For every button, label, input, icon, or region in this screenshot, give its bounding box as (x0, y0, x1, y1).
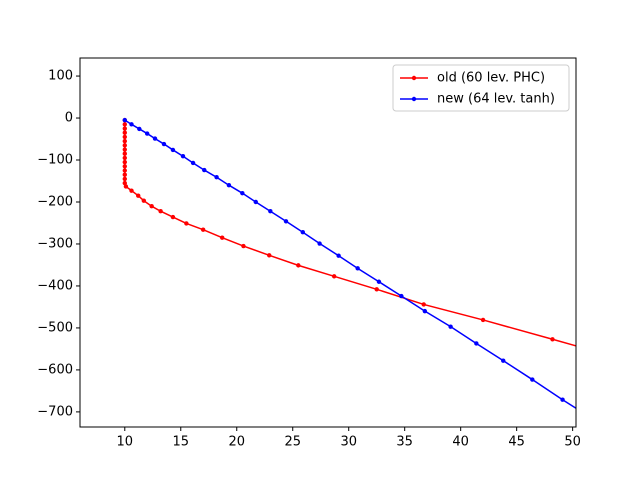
y-tick-label: −700 (37, 404, 73, 419)
point (421, 302, 426, 307)
point (268, 209, 273, 214)
point (144, 131, 150, 136)
y-tick-label: −200 (37, 194, 73, 209)
point (474, 341, 479, 346)
point (219, 235, 225, 240)
point (170, 214, 176, 220)
point (122, 164, 127, 169)
legend-label: new (64 lev. tanh) (437, 92, 555, 107)
point (226, 182, 232, 188)
point (530, 377, 535, 382)
point (152, 136, 158, 141)
point (123, 184, 129, 189)
point (122, 172, 127, 177)
x-tick-label: 45 (508, 435, 525, 450)
point (122, 151, 127, 156)
point (122, 147, 127, 152)
y-tick-label: −500 (37, 320, 73, 335)
legend-box (392, 64, 570, 112)
point (480, 317, 486, 323)
x-tick-label: 25 (284, 435, 301, 450)
point (122, 168, 127, 173)
point (550, 337, 555, 342)
line (124, 119, 576, 410)
point (180, 154, 186, 159)
point (331, 274, 337, 279)
point (296, 263, 301, 268)
point (501, 358, 506, 363)
point (190, 160, 196, 166)
legend-marker (411, 96, 417, 102)
point (149, 203, 154, 209)
point (137, 126, 142, 132)
point (593, 418, 597, 422)
point (448, 324, 453, 329)
point (267, 253, 272, 258)
point (122, 130, 127, 135)
plot-area (122, 117, 630, 422)
point (202, 167, 207, 173)
point (122, 143, 127, 148)
point (376, 279, 382, 284)
x-tick-label: 40 (452, 435, 469, 450)
point (560, 397, 565, 402)
point (422, 308, 428, 314)
y-tick-label: 100 (48, 69, 73, 84)
x-tick-label: 10 (117, 435, 134, 450)
point (626, 358, 630, 362)
point (317, 241, 322, 246)
y-tick-label: −100 (37, 153, 73, 168)
point (122, 117, 127, 123)
point (214, 175, 219, 180)
x-tick-label: 50 (564, 435, 581, 450)
point (141, 198, 147, 203)
point (122, 126, 127, 131)
point (336, 253, 341, 258)
point (122, 180, 127, 186)
point (184, 221, 189, 226)
point (122, 122, 127, 127)
point (283, 219, 289, 224)
line (124, 120, 576, 347)
axes-frame (79, 57, 577, 428)
x-tick-label: 35 (396, 435, 413, 450)
point (122, 155, 127, 161)
point (122, 134, 127, 140)
legend-label: old (60 lev. PHC) (437, 71, 545, 86)
point (300, 230, 306, 235)
legend-marker (411, 75, 417, 81)
point (122, 176, 127, 182)
point (129, 188, 134, 193)
point (136, 193, 141, 198)
x-tick-label: 20 (228, 435, 245, 450)
point (158, 209, 163, 214)
point (253, 199, 258, 205)
point (200, 227, 206, 232)
point (129, 122, 134, 127)
point (170, 147, 176, 153)
point (241, 243, 246, 249)
point (374, 287, 379, 292)
x-tick-label: 15 (172, 435, 189, 450)
point (161, 141, 167, 147)
y-tick-label: 0 (65, 111, 73, 126)
point (122, 159, 127, 165)
point (355, 266, 360, 271)
y-tick-label: −400 (37, 278, 73, 293)
point (122, 138, 127, 144)
point (240, 190, 245, 196)
y-tick-label: −300 (37, 236, 73, 251)
point (399, 293, 404, 299)
x-tick-label: 30 (340, 435, 357, 450)
y-tick-label: −600 (37, 362, 73, 377)
